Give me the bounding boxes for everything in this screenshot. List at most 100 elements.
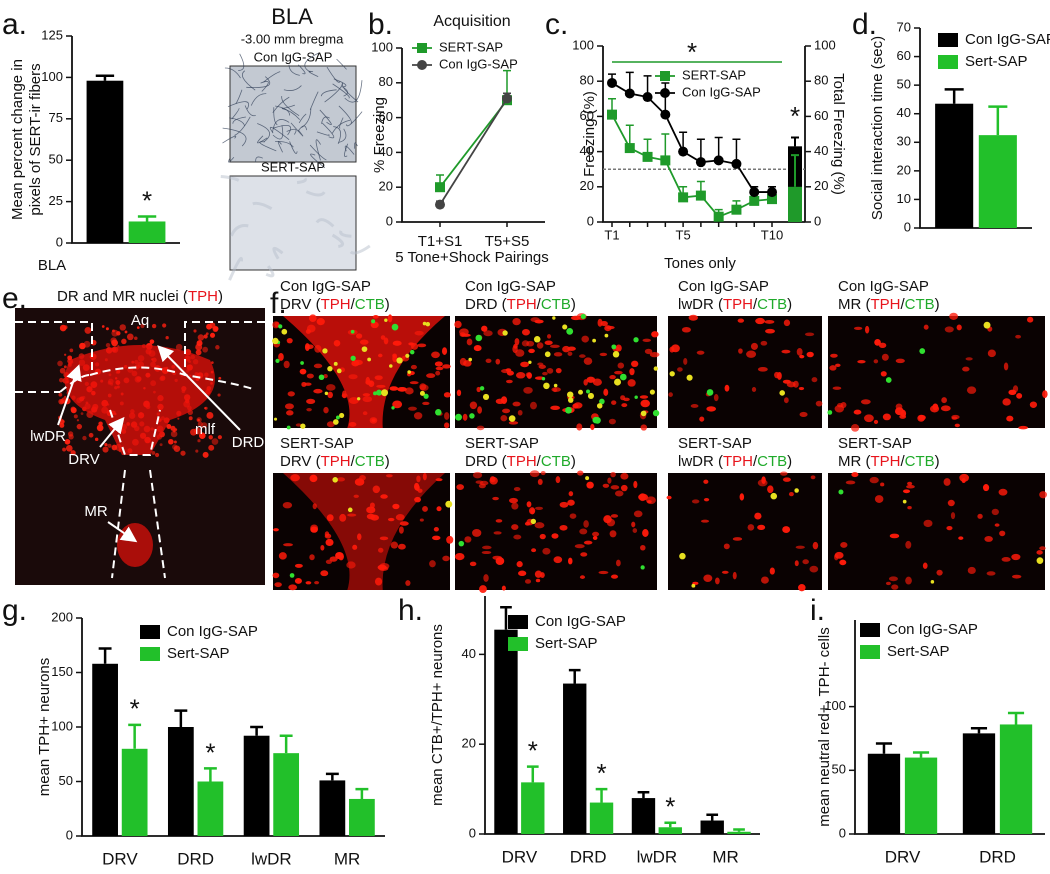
cell [278,353,284,361]
bar [999,724,1033,834]
cell [370,514,379,521]
cell [783,319,791,327]
image-caption: MR (TPH/CTB) [838,296,940,313]
cell [391,406,395,410]
cell [559,501,569,508]
cell [562,324,568,330]
cell [501,585,506,591]
cell [767,485,774,494]
cell [314,580,320,585]
cell [544,340,553,345]
cell [284,403,294,410]
fiber [282,108,300,120]
legend-label: Sert-SAP [167,645,230,662]
error-bar [95,74,115,81]
fiber [339,117,344,129]
cell [468,357,473,362]
cell [609,375,616,380]
cell [482,545,492,550]
cell [101,325,105,328]
legend-swatch [140,625,160,639]
cell [300,423,306,429]
error-bar [279,734,293,754]
cell [587,392,594,399]
bar [904,757,938,834]
cell [475,334,483,342]
y-tick-label: 100 [41,69,63,84]
cell [757,524,766,530]
data-point [642,151,653,162]
fiber [321,116,330,124]
cell [500,415,508,422]
legend-swatch [938,55,958,69]
cell [864,414,874,423]
cell [324,531,330,537]
x-axis-label: BLA [38,257,66,274]
y-tick-label: 20 [580,178,594,193]
y-tick-label: 0 [386,213,393,228]
cell [408,342,415,346]
cell [405,353,410,358]
cell [458,540,465,547]
cell [874,339,881,346]
y-tick-label: 30 [897,134,911,149]
cell [506,370,514,376]
significance-marker: * [130,694,140,724]
cell [306,407,312,412]
y-tick-label: 75 [49,110,63,125]
cell [431,351,440,359]
cell [272,321,280,329]
cell [366,506,376,514]
cell [58,392,63,397]
cell [500,396,508,405]
cell [347,513,357,517]
data-point [713,155,724,166]
caption-part: TPH [871,453,901,470]
cell [905,540,912,549]
cell [782,526,791,533]
significance-marker: * [665,792,675,822]
image-group: Con IgG-SAP [838,278,929,295]
cell [197,439,201,443]
fiber [308,70,319,77]
error-bar [1007,711,1025,725]
cell [64,438,71,445]
cell [553,556,563,564]
cell [312,503,317,510]
cell [537,362,544,366]
caption-part: / [537,453,542,470]
caption-part: TPH [321,453,351,470]
region-label: MR [84,503,107,520]
cell [168,438,174,445]
cell [905,576,912,585]
cell [757,366,768,372]
cell [958,536,964,540]
cell [435,478,443,482]
cell [573,402,583,409]
fiber [272,119,290,133]
cell [1029,401,1038,408]
image-label: Con IgG-SAP [254,49,333,64]
cell [517,409,523,416]
panel-label: g. [2,594,27,627]
fiber [344,145,355,155]
red-region [64,345,216,455]
y-tick-label: 100 [572,37,594,52]
fiber [331,119,351,134]
fiber [260,81,269,92]
cell [333,361,338,366]
cell [536,342,544,349]
cell [389,364,393,368]
cell [348,397,359,404]
cell [609,530,617,538]
cell [335,415,340,420]
fiber [275,141,294,148]
bar [978,135,1017,228]
cell [422,472,427,481]
cell [492,555,502,560]
cell [535,578,541,583]
fiber [326,66,341,83]
cell [417,343,427,348]
caption-part: MR ( [838,453,871,470]
cell [949,312,958,320]
